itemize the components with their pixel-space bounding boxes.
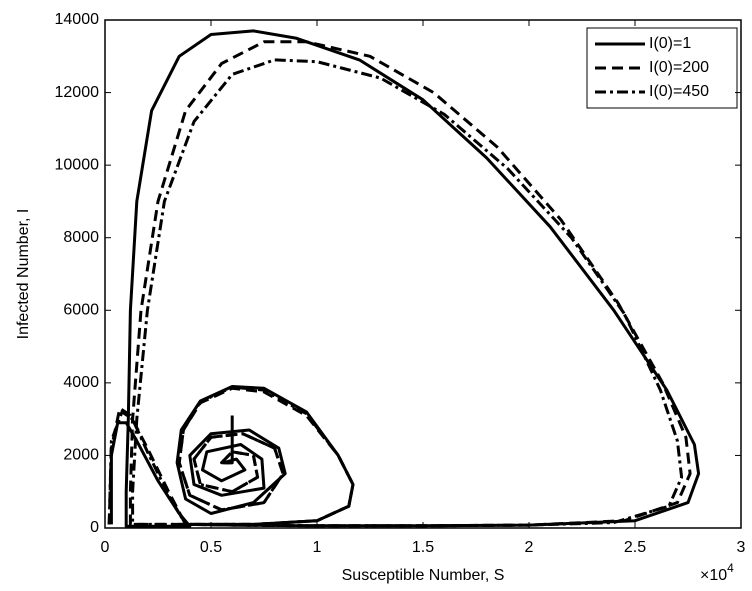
- series-line: [107, 58, 684, 528]
- x-multiplier-exponent: 4: [727, 561, 734, 575]
- y-tick-label: 12000: [55, 84, 100, 101]
- legend: I(0)=1 I(0)=200 I(0)=450: [586, 27, 738, 109]
- y-tick-label: 8000: [63, 229, 99, 246]
- legend-label: I(0)=1: [649, 35, 691, 52]
- y-tick-label: 4000: [63, 374, 99, 391]
- y-tick-label: 10000: [55, 156, 100, 173]
- x-axis-label: Susceptible Number, S: [342, 567, 505, 584]
- x-tick-label: 3: [737, 539, 746, 556]
- x-tick-label: 0.5: [200, 539, 222, 556]
- x-multiplier-base: ×10: [700, 567, 727, 584]
- y-tick-label: 2000: [63, 447, 99, 464]
- legend-label: I(0)=200: [649, 59, 709, 76]
- y-axis-label: Infected Number, I: [15, 209, 32, 340]
- series-line: [107, 40, 692, 528]
- x-multiplier: ×104: [700, 561, 734, 584]
- legend-label: I(0)=450: [649, 83, 709, 100]
- y-tick-label: 6000: [63, 302, 99, 319]
- y-tick-label: 14000: [55, 11, 100, 28]
- x-tick-label: 2.5: [624, 539, 646, 556]
- x-tick-label: 2: [525, 539, 534, 556]
- y-tick-label: 0: [90, 519, 99, 536]
- x-tick-label: 1: [313, 539, 322, 556]
- x-tick-label: 1.5: [412, 539, 434, 556]
- x-tick-label: 0: [101, 539, 110, 556]
